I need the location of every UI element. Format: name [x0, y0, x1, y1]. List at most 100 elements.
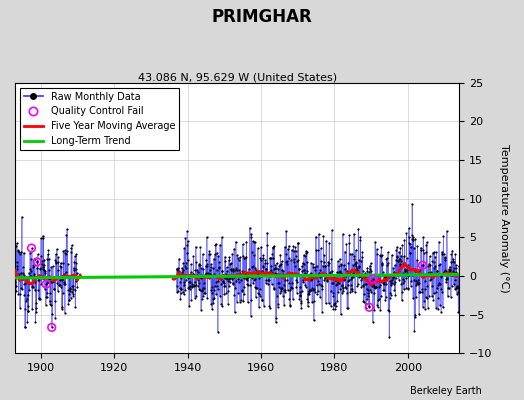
- Point: [376, 252, 384, 258]
- Point: [190, 283, 198, 289]
- Point: [295, 296, 303, 302]
- Point: [16, 291, 25, 297]
- Point: [230, 292, 238, 298]
- Point: [254, 290, 263, 296]
- Point: [244, 271, 253, 277]
- Point: [213, 329, 222, 335]
- Point: [369, 283, 378, 290]
- Point: [301, 284, 310, 290]
- Point: [248, 275, 256, 281]
- Point: [424, 293, 433, 299]
- Point: [13, 240, 21, 246]
- Point: [376, 282, 384, 288]
- Point: [245, 272, 253, 279]
- Point: [219, 272, 227, 278]
- Point: [206, 287, 215, 293]
- Point: [57, 284, 65, 290]
- Point: [431, 289, 440, 295]
- Point: [180, 282, 189, 288]
- Point: [441, 254, 450, 260]
- Point: [427, 268, 435, 275]
- Point: [207, 300, 215, 307]
- Point: [263, 266, 271, 273]
- Point: [50, 286, 58, 292]
- Point: [48, 311, 56, 317]
- Point: [389, 274, 397, 280]
- Point: [247, 231, 255, 238]
- Point: [232, 238, 240, 245]
- Point: [302, 248, 310, 254]
- Point: [437, 274, 445, 280]
- Point: [253, 284, 261, 291]
- Point: [452, 285, 461, 291]
- Point: [391, 291, 399, 298]
- Point: [73, 270, 81, 276]
- Point: [61, 281, 69, 287]
- Point: [33, 259, 41, 265]
- Point: [269, 244, 277, 251]
- Point: [242, 276, 250, 282]
- Point: [368, 282, 377, 288]
- Point: [444, 285, 452, 292]
- Point: [406, 250, 414, 256]
- Point: [282, 260, 291, 267]
- Point: [323, 278, 332, 284]
- Point: [234, 290, 243, 296]
- Point: [427, 276, 435, 282]
- Point: [418, 289, 426, 295]
- Point: [194, 262, 203, 268]
- Point: [261, 265, 270, 272]
- Point: [60, 281, 68, 288]
- Point: [434, 271, 443, 277]
- Point: [341, 266, 350, 272]
- Point: [308, 299, 316, 305]
- Point: [286, 302, 294, 309]
- Point: [384, 249, 392, 256]
- Point: [446, 267, 454, 274]
- Point: [198, 296, 206, 302]
- Point: [259, 264, 268, 270]
- Point: [370, 284, 379, 290]
- Point: [185, 283, 194, 290]
- Point: [241, 271, 249, 278]
- Point: [52, 246, 61, 253]
- Point: [345, 240, 353, 246]
- Point: [257, 257, 266, 263]
- Point: [300, 267, 309, 274]
- Point: [68, 286, 77, 292]
- Point: [16, 249, 25, 256]
- Point: [280, 277, 289, 284]
- Point: [435, 302, 444, 308]
- Point: [416, 270, 424, 277]
- Point: [434, 238, 443, 245]
- Point: [386, 290, 394, 296]
- Point: [189, 271, 197, 278]
- Point: [297, 304, 305, 311]
- Point: [414, 311, 423, 318]
- Point: [17, 214, 26, 220]
- Text: PRIMGHAR: PRIMGHAR: [212, 8, 312, 26]
- Point: [31, 287, 39, 293]
- Point: [182, 242, 191, 248]
- Point: [411, 236, 419, 242]
- Point: [196, 262, 204, 268]
- Point: [354, 274, 363, 280]
- Point: [455, 262, 463, 269]
- Point: [27, 256, 36, 262]
- Point: [329, 293, 337, 299]
- Point: [193, 266, 202, 273]
- Point: [41, 268, 49, 274]
- Point: [61, 247, 69, 254]
- Point: [330, 301, 339, 307]
- Point: [32, 308, 40, 315]
- Point: [343, 268, 351, 274]
- Point: [263, 260, 271, 266]
- Point: [213, 266, 221, 273]
- Point: [20, 249, 28, 256]
- Point: [215, 259, 224, 266]
- Point: [172, 265, 181, 272]
- Point: [13, 258, 21, 265]
- Point: [239, 291, 248, 298]
- Point: [327, 288, 335, 294]
- Point: [42, 289, 51, 296]
